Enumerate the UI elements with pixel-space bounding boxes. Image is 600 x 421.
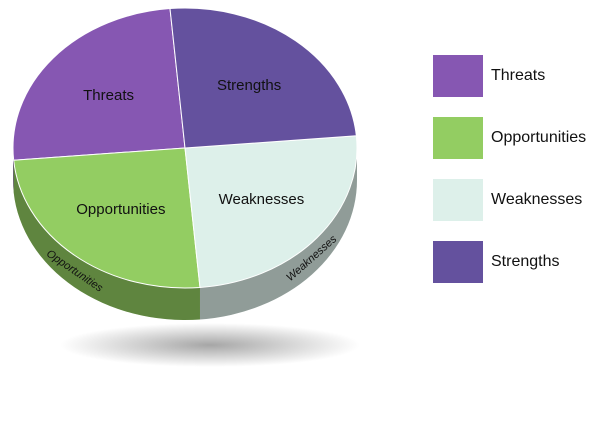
slice — [169, 7, 357, 149]
slice-label: Opportunities — [76, 201, 165, 218]
slice-label: Weaknesses — [219, 191, 305, 208]
legend-swatch — [433, 179, 483, 221]
legend-swatch — [433, 117, 483, 159]
slice — [12, 7, 186, 161]
legend: Threats Opportunities Weaknesses Strengths — [433, 55, 586, 283]
legend-label: Weaknesses — [491, 191, 582, 208]
legend-label: Opportunities — [491, 129, 586, 146]
legend-label: Strengths — [491, 253, 559, 270]
slice-side — [199, 148, 357, 320]
side-shade — [199, 148, 357, 320]
slice-side — [13, 160, 200, 320]
slice — [184, 135, 358, 289]
side-shade — [13, 160, 200, 320]
slice — [13, 147, 201, 289]
slice-label: Threats — [83, 87, 134, 104]
legend-swatch — [433, 55, 483, 97]
legend-label: Threats — [491, 67, 545, 84]
pie: Opportunities WeaknessesThreatsOpportunit… — [12, 7, 358, 320]
shadow — [60, 323, 360, 367]
slice-label: Strengths — [217, 77, 281, 94]
legend-swatch — [433, 241, 483, 283]
